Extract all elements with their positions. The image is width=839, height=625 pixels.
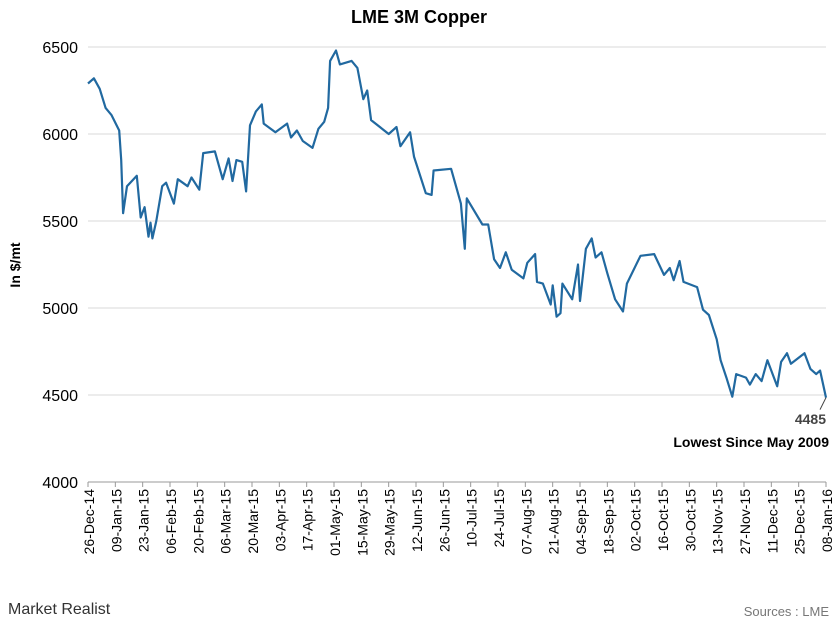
x-tick-label: 08-Jan-16 [819,489,835,552]
annotation: 4485 [795,411,826,427]
x-tick-label: 06-Feb-15 [163,489,179,554]
x-tick-label: 13-Nov-15 [710,489,726,555]
x-tick-label: 04-Sep-15 [573,489,589,555]
x-tick-label: 21-Aug-15 [546,489,562,555]
y-tick-label: 5000 [42,301,78,318]
x-tick-label: 29-May-15 [382,489,398,556]
brand: Market Realist [8,601,111,618]
x-tick-label: 10-Jul-15 [464,489,480,548]
x-tick-label: 01-May-15 [327,489,343,556]
x-tick-label: 06-Mar-15 [218,489,234,554]
x-tick-label: 30-Oct-15 [682,489,698,551]
x-tick-label: 26-Jun-15 [436,489,452,552]
x-tick-label: 23-Jan-15 [136,489,152,552]
y-axis-label: In $/mt [7,242,23,287]
y-tick-label: 6000 [42,127,78,144]
x-tick-label: 07-Aug-15 [518,489,534,555]
x-tick-label: 20-Feb-15 [190,489,206,554]
x-tick-label: 09-Jan-15 [108,489,124,552]
x-tick-label: 03-Apr-15 [272,489,288,551]
y-tick-label: 6500 [42,40,78,57]
x-tick-label: 11-Dec-15 [764,489,780,554]
x-tick-label: 17-Apr-15 [300,489,316,551]
x-tick-label: 25-Dec-15 [792,489,808,555]
x-tick-label: 16-Oct-15 [655,489,671,551]
line [87,49,828,398]
x-tick-label: 02-Oct-15 [628,489,644,551]
x-tick-label: 15-May-15 [354,489,370,556]
x-tick-label: 24-Jul-15 [491,489,507,548]
x-tick-label: 20-Mar-15 [245,489,261,554]
source: Sources : LME [744,604,830,619]
y-tick-label: 4500 [42,388,78,405]
x-tick-label: 26-Dec-14 [81,489,97,555]
annotation: Lowest Since May 2009 [673,434,829,450]
x-tick-label: 12-Jun-15 [409,489,425,552]
y-tick-label: 5500 [42,214,78,231]
x-tick-label: 27-Nov-15 [737,489,753,555]
y-tick-label: 4000 [42,475,78,492]
x-tick-label: 18-Sep-15 [600,489,616,555]
chart-title: LME 3M Copper [351,7,487,27]
annotation-leader [819,397,827,410]
